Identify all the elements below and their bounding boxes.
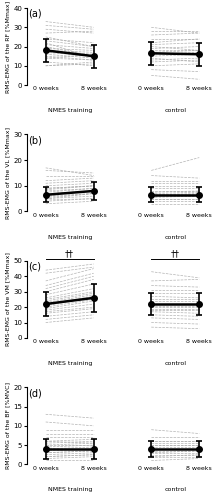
Text: ††: †† (171, 249, 180, 258)
Text: control: control (164, 488, 186, 492)
Y-axis label: RMS-EMG of the VL [%Mmax]: RMS-EMG of the VL [%Mmax] (6, 127, 11, 219)
Text: ††: †† (65, 249, 74, 258)
Text: (b): (b) (28, 136, 42, 145)
Text: (a): (a) (28, 9, 42, 19)
Text: NMES training: NMES training (47, 234, 92, 240)
Y-axis label: RMS-EMG of the BF [%MVC]: RMS-EMG of the BF [%MVC] (6, 382, 11, 470)
Text: control: control (164, 108, 186, 113)
Text: control: control (164, 234, 186, 240)
Text: NMES training: NMES training (47, 488, 92, 492)
Text: (d): (d) (28, 388, 42, 398)
Text: control: control (164, 361, 186, 366)
Text: (c): (c) (28, 262, 41, 272)
Y-axis label: RMS-EMG of the RF [%Mmax]: RMS-EMG of the RF [%Mmax] (6, 0, 11, 92)
Text: NMES training: NMES training (47, 361, 92, 366)
Y-axis label: RMS-EMG of the VM [%Mmax]: RMS-EMG of the VM [%Mmax] (6, 252, 11, 346)
Text: NMES training: NMES training (47, 108, 92, 113)
